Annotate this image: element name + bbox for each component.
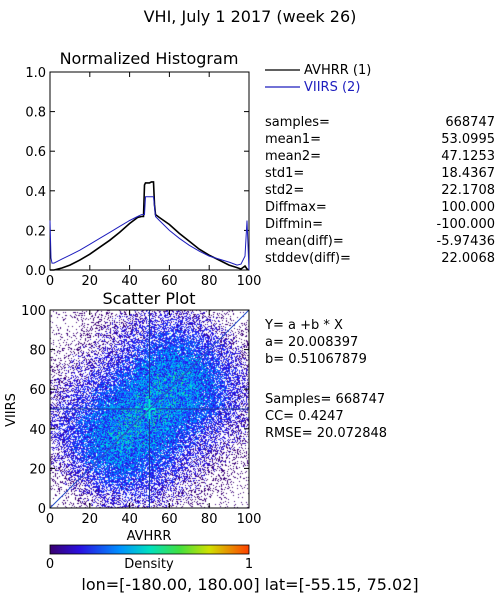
histogram-x-tick-label: 20 xyxy=(82,274,99,289)
histogram-x-tick-label: 40 xyxy=(121,274,138,289)
figure-title: VHI, July 1 2017 (week 26) xyxy=(144,7,357,26)
histogram-y-tick-label: 0.4 xyxy=(25,185,46,200)
stat-value: 22.0068 xyxy=(441,251,495,266)
stat-label: Diffmin= xyxy=(265,217,323,232)
series-avhrr-line xyxy=(50,181,250,271)
stat-value: 22.1708 xyxy=(441,183,495,198)
scatter-samples: Samples= 668747 xyxy=(265,392,385,407)
scatter-y-axis-label: VIIRS xyxy=(4,393,19,427)
stat-value: 668747 xyxy=(445,115,495,130)
identity-line xyxy=(49,309,250,509)
stat-label: Diffmax= xyxy=(265,200,327,215)
legend-avhrr-label: AVHRR (1) xyxy=(304,63,371,78)
histogram-y-tick-label: 0.6 xyxy=(25,145,46,160)
stat-label: mean2= xyxy=(265,149,321,164)
scatter-x-tick-label: 20 xyxy=(82,512,99,527)
stat-label: samples= xyxy=(265,115,330,130)
regression-equation: Y= a +b * X xyxy=(264,318,343,333)
scatter-title: Scatter Plot xyxy=(103,289,196,308)
histogram-y-tick-label: 0.8 xyxy=(25,106,46,121)
scatter-y-tick-label: 80 xyxy=(29,344,46,359)
stat-value: 18.4367 xyxy=(441,166,495,181)
scatter-frame xyxy=(49,309,250,509)
stat-value: 53.0995 xyxy=(441,132,495,147)
histogram-x-tick-label: 80 xyxy=(201,274,218,289)
stat-value: -100.000 xyxy=(437,217,495,232)
scatter-plot-area: 0 20 40 60 80 100 0 20 40 60 80 100 xyxy=(21,304,261,527)
scatter-x-tick-label: 100 xyxy=(237,512,262,527)
colorbar-gradient xyxy=(49,544,250,555)
series-viirs-line xyxy=(49,196,250,271)
histogram-x-tick-label: 100 xyxy=(237,274,262,289)
scatter-x-tick-label: 40 xyxy=(121,512,138,527)
density-colorbar: 0 1 Density xyxy=(46,544,253,572)
histogram-y-tick-label: 0.2 xyxy=(25,224,46,239)
stat-value: -5.97436 xyxy=(437,234,495,249)
histogram-stats: samples= 668747 mean1= 53.0995 mean2= 47.1253… xyxy=(265,115,495,266)
colorbar-min-label: 0 xyxy=(46,557,54,572)
histogram-panel: Normalized Histogram 0 20 40 60 80 1000.00.20… xyxy=(25,49,495,289)
scatter-x-tick-label: 80 xyxy=(201,512,218,527)
scatter-x-tick-label: 0 xyxy=(46,512,54,527)
histogram-plot-area: 0 20 40 60 80 100 0.0 0.2 0.4 0.6 0.8 1.0 xyxy=(25,66,261,289)
colorbar-label: Density xyxy=(124,557,174,572)
histogram-title: Normalized Histogram xyxy=(60,49,239,68)
regression-slope: b= 0.51067879 xyxy=(265,352,367,367)
regression-info: Y= a +b * X a= 20.008397 b= 0.51067879 S… xyxy=(264,318,387,441)
legend-viirs-label: VIIRS (2) xyxy=(304,80,360,95)
scatter-rmse: RMSE= 20.072848 xyxy=(265,426,387,441)
stat-label: std2= xyxy=(265,183,304,198)
stat-value: 47.1253 xyxy=(441,149,495,164)
histogram-y-tick-label: 1.0 xyxy=(25,66,46,81)
colorbar-max-label: 1 xyxy=(245,557,253,572)
scatter-y-tick-label: 100 xyxy=(21,304,46,319)
stat-label: stddev(diff)= xyxy=(265,251,351,266)
histogram-legend: AVHRR (1) VIIRS (2) xyxy=(265,63,371,95)
histogram-frame xyxy=(49,71,250,271)
geographic-range: lon=[-180.00, 180.00] lat=[-55.15, 75.02… xyxy=(81,575,418,594)
scatter-x-axis-label: AVHRR xyxy=(127,529,172,544)
stat-label: mean(diff)= xyxy=(265,234,344,249)
scatter-y-tick-label: 0 xyxy=(38,502,46,517)
stat-value: 100.000 xyxy=(441,200,495,215)
scatter-y-tick-label: 20 xyxy=(29,462,46,477)
stat-label: mean1= xyxy=(265,132,321,147)
scatter-correlation: CC= 0.4247 xyxy=(265,409,344,424)
scatter-y-tick-label: 40 xyxy=(29,423,46,438)
scatter-x-tick-label: 60 xyxy=(161,512,178,527)
scatter-y-tick-label: 60 xyxy=(29,383,46,398)
regression-intercept: a= 20.008397 xyxy=(265,335,358,350)
stat-label: std1= xyxy=(265,166,304,181)
histogram-x-tick-label: 60 xyxy=(161,274,178,289)
histogram-y-tick-label: 0.0 xyxy=(25,264,46,279)
histogram-x-tick-label: 0 xyxy=(46,274,54,289)
scatter-panel: Scatter Plot 0 20 40 60 80 100 0 20 40 60 80 100 AV… xyxy=(4,289,387,572)
